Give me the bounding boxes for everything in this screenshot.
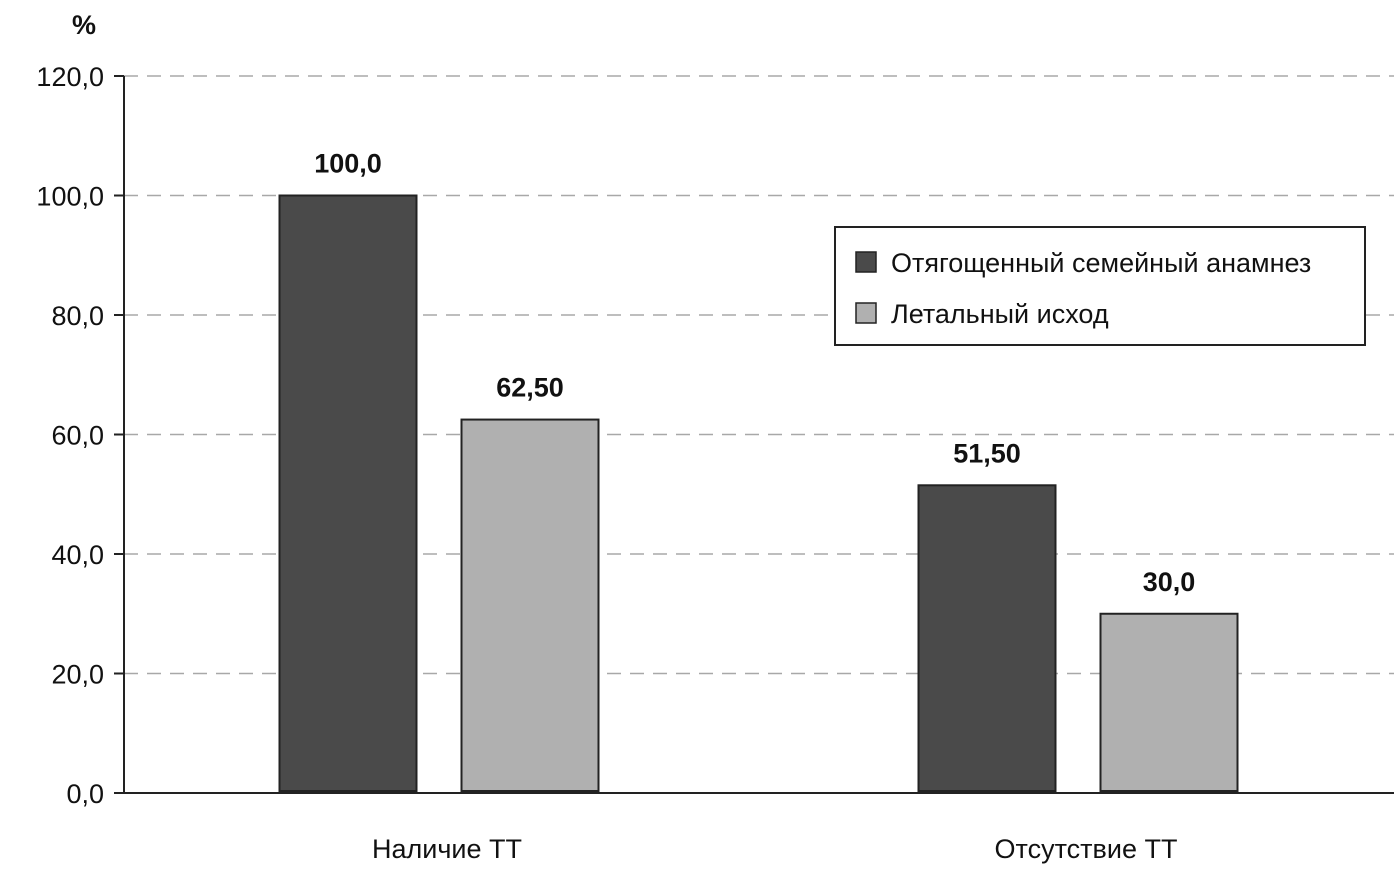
bars: [278, 194, 1239, 792]
legend-box: [834, 226, 1366, 346]
y-tick-label: 80,0: [51, 301, 104, 331]
legend-swatch: [855, 302, 877, 324]
y-tick-label: 20,0: [51, 660, 104, 690]
data-label: 62,50: [496, 373, 564, 403]
x-category-label: Отсутствие ТТ: [995, 834, 1178, 864]
x-axis-category-labels: Наличие ТТ Отсутствие ТТ: [372, 834, 1177, 864]
data-label: 51,50: [953, 438, 1021, 468]
y-tick-label: 0,0: [66, 779, 104, 809]
y-axis-ticks: 0,0 20,0 40,0 60,0 80,0 100,0 120,0: [36, 62, 124, 809]
x-category-label: Наличие ТТ: [372, 834, 522, 864]
y-tick-label: 100,0: [36, 182, 104, 212]
y-axis-unit-label: %: [72, 10, 96, 40]
legend-label: Отягощенный семейный анамнез: [891, 248, 1311, 278]
data-label: 100,0: [314, 149, 382, 179]
bar: [1099, 612, 1239, 792]
bar: [278, 194, 418, 792]
bar: [917, 484, 1057, 792]
y-tick-label: 60,0: [51, 421, 104, 451]
data-labels: 100,0 62,50 51,50 30,0: [314, 149, 1195, 597]
bar: [460, 418, 600, 792]
legend-swatch: [855, 251, 877, 273]
y-tick-label: 40,0: [51, 540, 104, 570]
data-label: 30,0: [1143, 567, 1196, 597]
legend-label: Летальный исход: [891, 299, 1109, 329]
legend: Отягощенный семейный анамнез Летальный ис…: [834, 226, 1366, 346]
y-tick-label: 120,0: [36, 62, 104, 92]
